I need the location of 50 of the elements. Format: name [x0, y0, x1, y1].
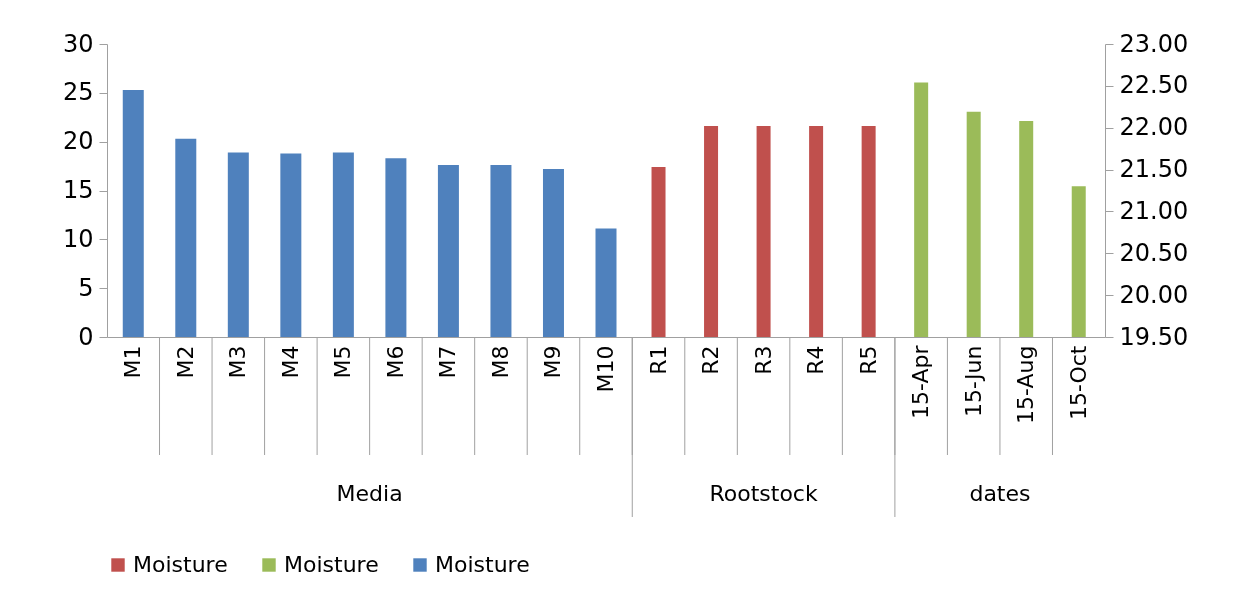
x-tick-label: 15-Apr [908, 344, 934, 420]
y-tick-label: 30 [62, 29, 94, 58]
x-tick-label: M7 [435, 345, 461, 379]
y2-tick-label: 20.50 [1119, 238, 1189, 267]
bar [437, 165, 459, 337]
x-tick-label: M1 [120, 345, 146, 379]
legend-label: Moisture [284, 552, 379, 577]
text: dates [969, 481, 1031, 506]
x-tick-label: M5 [330, 345, 356, 379]
bar [227, 152, 249, 337]
x-tick-label: 15-Jun [960, 345, 986, 418]
bar [490, 165, 512, 337]
bar [385, 158, 407, 337]
x-tick-label: 15-Aug [1013, 345, 1039, 424]
y-tick-label: 20 [62, 127, 94, 156]
y2-tick-label: 19.50 [1119, 322, 1189, 351]
x-tick-label: M6 [382, 345, 408, 379]
y2-tick-label: 22.00 [1119, 113, 1189, 142]
x-tick-label: M3 [225, 345, 251, 379]
legend-label: Moisture [435, 552, 530, 577]
x-tick-label: M9 [540, 345, 566, 379]
x-tick-label: R1 [645, 345, 671, 375]
legend-label: Moisture [133, 552, 228, 577]
y2-tick-label: 21.50 [1119, 155, 1189, 184]
x-tick-label: R4 [803, 345, 829, 375]
x-tick-label: M4 [277, 345, 303, 379]
x-tick-label: 15-Oct [1065, 345, 1091, 421]
y2-tick-label: 21.00 [1119, 196, 1189, 225]
x-tick-label: M2 [172, 345, 198, 379]
y-tick-label: 0 [78, 322, 94, 351]
bar [542, 169, 564, 337]
y2-tick-label: 23.00 [1119, 29, 1189, 58]
bar [595, 228, 617, 337]
y-tick-label: 10 [62, 224, 94, 253]
y-tick-label: 15 [62, 176, 94, 204]
x-tick-label: M8 [487, 345, 513, 379]
y-tick-label: 25 [62, 78, 94, 107]
bar [122, 89, 144, 337]
x-tick-label: R5 [855, 345, 881, 375]
bar [175, 138, 197, 337]
bar [332, 152, 354, 337]
text: Rootstock [709, 481, 818, 506]
x-tick-label: R3 [750, 345, 776, 375]
x-tick-label: R2 [698, 345, 724, 375]
y2-tick-label: 20.00 [1119, 280, 1189, 309]
x-tick-label: M10 [593, 345, 618, 393]
y2-tick-label: 22.50 [1119, 71, 1189, 100]
bar [280, 153, 302, 337]
text: Media [336, 481, 403, 506]
y-tick-label: 5 [78, 273, 94, 302]
